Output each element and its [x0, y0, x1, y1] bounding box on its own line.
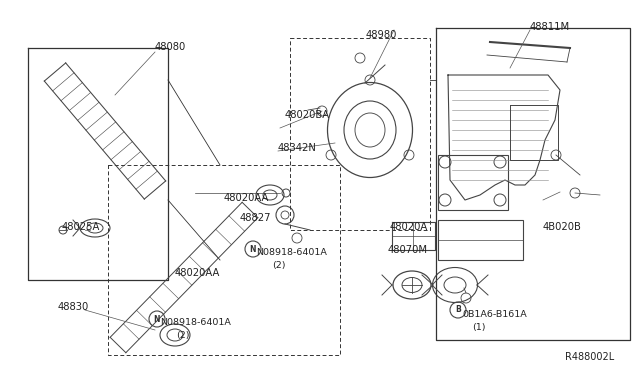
Text: N: N: [154, 314, 160, 324]
Text: 48811M: 48811M: [530, 22, 570, 32]
Text: 48070M: 48070M: [388, 245, 428, 255]
Text: N08918-6401A: N08918-6401A: [256, 248, 327, 257]
Text: 48342N: 48342N: [278, 143, 317, 153]
Text: 48020A: 48020A: [390, 222, 428, 232]
Text: B: B: [455, 305, 461, 314]
Text: 48020BA: 48020BA: [285, 110, 330, 120]
Text: (2): (2): [176, 331, 189, 340]
Text: 48025A: 48025A: [62, 222, 100, 232]
Text: 48980: 48980: [366, 30, 397, 40]
Text: 48827: 48827: [240, 213, 271, 223]
Text: R488002L: R488002L: [565, 352, 614, 362]
Text: 48020AA: 48020AA: [224, 193, 269, 203]
Text: (2): (2): [272, 261, 285, 270]
Text: 48080: 48080: [155, 42, 186, 52]
Text: 4B020B: 4B020B: [543, 222, 582, 232]
Text: 0B1A6-B161A: 0B1A6-B161A: [462, 310, 527, 319]
Text: (1): (1): [472, 323, 486, 332]
Text: 48020AA: 48020AA: [175, 268, 220, 278]
Text: N08918-6401A: N08918-6401A: [160, 318, 231, 327]
Text: 48830: 48830: [58, 302, 89, 312]
Text: N: N: [250, 244, 256, 253]
